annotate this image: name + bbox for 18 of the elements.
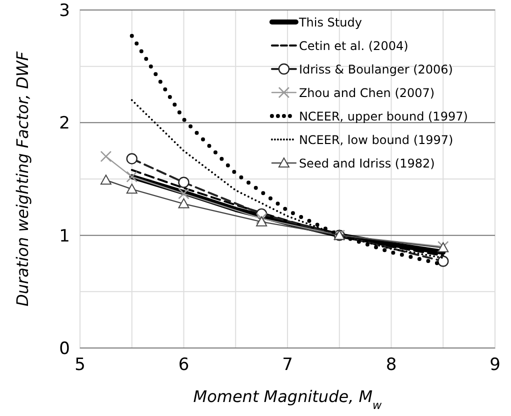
legend-label: Zhou and Chen (2007) (298, 86, 435, 100)
y-tick-label: 3 (59, 1, 70, 21)
legend-label: Seed and Idriss (1982) (298, 156, 435, 170)
legend-label: NCEER, low bound (1997) (298, 133, 454, 147)
x-tick-label: 6 (178, 355, 190, 375)
x-axis-title: Moment Magnitude, M$_{w}$ (193, 387, 383, 412)
legend-label: NCEER, upper bound (1997) (298, 110, 468, 124)
x-tick-label: 7 (282, 355, 293, 375)
x-tick-label: 9 (490, 355, 500, 375)
legend-label: This Study (298, 16, 362, 30)
legend-label: Cetin et al. (2004) (298, 39, 408, 53)
x-tick-label: 5 (74, 355, 86, 375)
y-tick-label: 0 (59, 339, 70, 359)
x-tick-label: 8 (386, 355, 397, 375)
y-axis-title: Duration weighting Factor, DWF (13, 50, 32, 306)
y-tick-label: 2 (59, 114, 70, 134)
legend-label: Idriss & Boulanger (2006) (298, 62, 453, 76)
y-tick-label: 1 (59, 226, 70, 246)
